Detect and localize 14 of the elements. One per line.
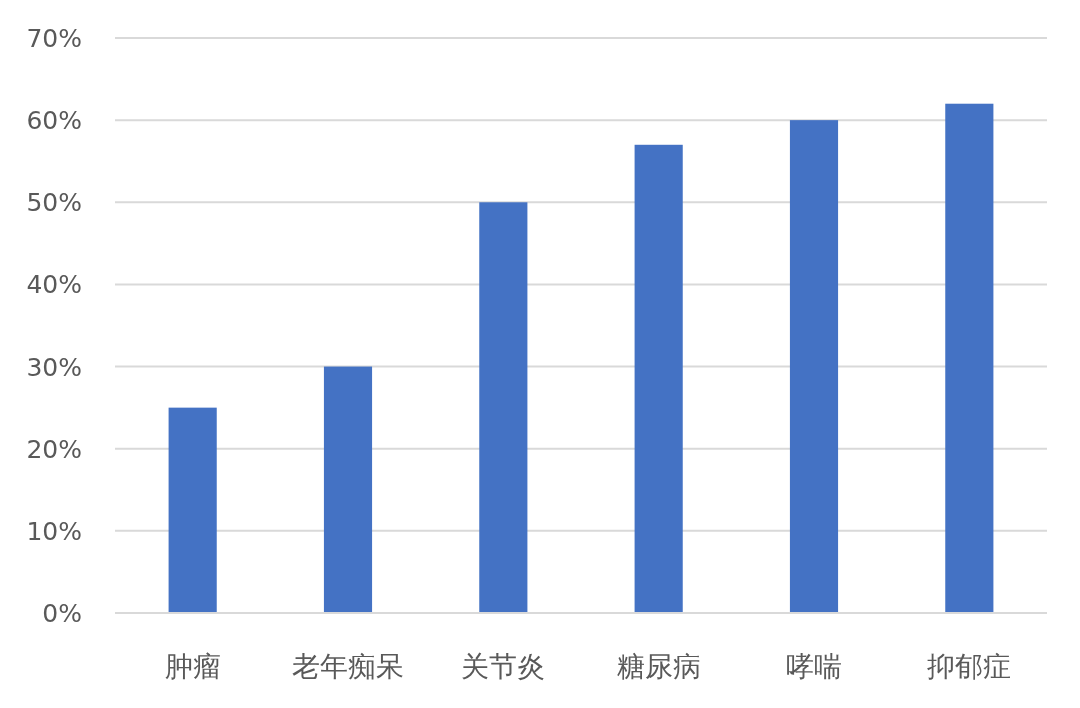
y-tick-label: 0% <box>42 599 82 628</box>
y-tick-label: 40% <box>26 270 82 300</box>
x-tick-label: 糖尿病 <box>616 650 701 683</box>
y-tick-label: 60% <box>26 106 82 136</box>
y-tick-label: 70% <box>26 24 82 53</box>
y-tick-label: 50% <box>26 188 82 218</box>
y-tick-label: 20% <box>26 434 82 464</box>
x-tick-label: 老年痴呆 <box>292 650 404 683</box>
x-tick-label: 哮喘 <box>786 650 842 683</box>
x-tick-label: 抑郁症 <box>927 650 1012 683</box>
y-tick-label: 30% <box>26 352 82 382</box>
y-tick-label: 10% <box>26 516 82 546</box>
x-tick-label: 肿瘤 <box>164 650 221 683</box>
x-tick-label: 关节炎 <box>461 650 546 683</box>
